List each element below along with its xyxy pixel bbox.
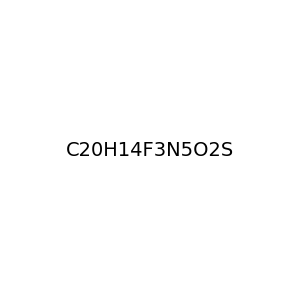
Text: C20H14F3N5O2S: C20H14F3N5O2S: [66, 140, 234, 160]
